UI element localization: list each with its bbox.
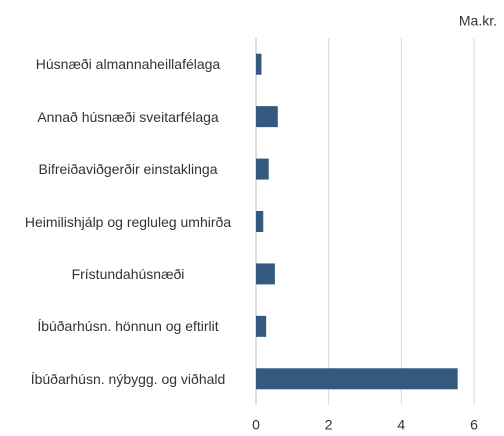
x-tick-label: 6: [470, 417, 478, 433]
y-tick-label: Bifreiðaviðgerðir einstaklinga: [38, 161, 218, 178]
unit-label: Ma.kr.: [459, 13, 497, 29]
bar: [256, 315, 267, 337]
x-tick-label: 0: [252, 417, 260, 433]
x-tick-label: 4: [397, 417, 405, 433]
y-tick-label: Heimilishjálp og regluleg umhirða: [24, 213, 232, 230]
y-tick-label: Íbúðarhúsn. nýbygg. og viðhald: [30, 370, 226, 387]
bar: [256, 211, 264, 232]
y-tick-label: Annað húsnæði sveitarfélaga: [37, 108, 219, 125]
y-tick-label: Húsnæði almannaheillafélaga: [35, 56, 221, 73]
bar: [256, 106, 278, 128]
bar: [256, 263, 275, 285]
y-tick-label: Íbúðarhúsn. hönnun og eftirlit: [37, 318, 219, 335]
bar: [256, 53, 262, 75]
x-tick-label: 2: [325, 417, 333, 433]
bar: [256, 368, 458, 390]
y-tick-label: Frístundahúsnæði: [71, 265, 185, 282]
bar: [256, 158, 269, 180]
